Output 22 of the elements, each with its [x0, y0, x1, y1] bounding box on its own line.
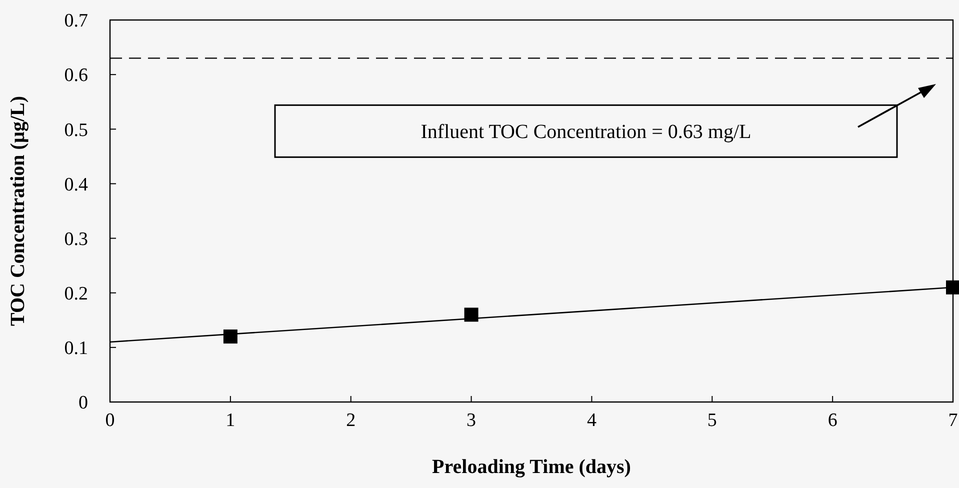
- x-tick-label: 7: [948, 410, 958, 431]
- x-tick-label: 0: [105, 410, 115, 431]
- x-tick-label: 3: [466, 410, 476, 431]
- y-tick-label: 0.5: [64, 120, 88, 141]
- y-tick-label: 0.3: [64, 228, 88, 250]
- y-axis-title: TOC Concentration (µg/L): [7, 96, 29, 326]
- point: [223, 330, 238, 344]
- point: [464, 308, 478, 322]
- x-tick-label: 5: [707, 410, 717, 431]
- y-tick-label: 0.6: [64, 65, 88, 86]
- y-tick-label: 0.2: [64, 284, 88, 305]
- annotation: Influent TOC Concentration = 0.63 mg/L: [420, 121, 752, 144]
- y-tick-label: 0.1: [64, 338, 88, 360]
- y-tick-label: 0.4: [64, 174, 88, 196]
- x-tick-label: 4: [586, 410, 597, 431]
- y-tick-label: 0: [78, 392, 88, 414]
- x-tick-label: 1: [226, 410, 236, 431]
- x-tick-label: 2: [346, 410, 356, 431]
- y-tick-label: 0.7: [64, 10, 88, 32]
- x-tick-label: 6: [828, 410, 838, 431]
- point: [946, 280, 959, 294]
- x-axis-title: Preloading Time (days): [432, 456, 631, 478]
